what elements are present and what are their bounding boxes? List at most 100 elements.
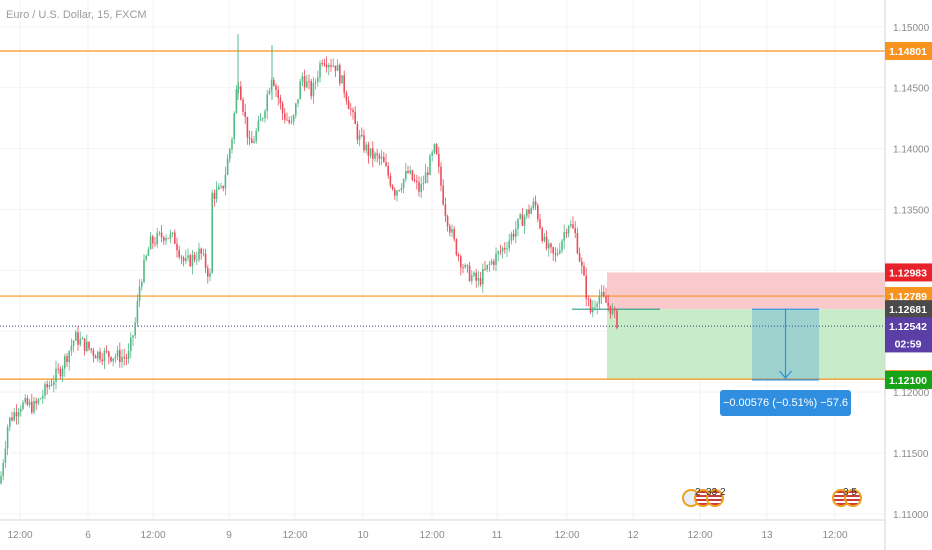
candle-body	[145, 255, 147, 260]
candle-body	[532, 201, 535, 209]
candle-body	[83, 338, 86, 352]
candle-body	[290, 121, 293, 123]
candle-body	[422, 183, 425, 185]
candle-body	[237, 86, 240, 90]
candlestick-series	[0, 34, 618, 485]
candle-body	[534, 201, 537, 206]
candle-body	[94, 355, 97, 359]
candle-body	[592, 307, 594, 313]
candle-body	[308, 81, 310, 83]
candle-body	[339, 64, 341, 84]
measure-arrow-icon	[779, 370, 792, 379]
candle-body	[24, 398, 26, 403]
x-tick-label: 9	[226, 530, 232, 541]
price-label: 1.12100	[889, 375, 927, 387]
event-count: 2	[695, 487, 701, 498]
candle-body	[455, 239, 458, 255]
symbol-title: Euro / U.S. Dollar, 15, FXCM	[6, 9, 147, 21]
candle-body	[528, 209, 530, 214]
candle-body	[488, 264, 491, 265]
candle-body	[105, 350, 108, 352]
candle-body	[427, 172, 429, 175]
candle-body	[578, 253, 581, 262]
candle-body	[486, 264, 488, 270]
candle-body	[176, 243, 178, 251]
candle-body	[493, 261, 495, 265]
x-tick-label: 12	[627, 530, 639, 541]
candle-body	[367, 144, 370, 156]
candle-body	[130, 337, 132, 352]
candle-body	[156, 232, 158, 245]
candle-body	[310, 81, 312, 97]
candle-body	[143, 259, 145, 283]
candle-body	[163, 237, 165, 241]
candle-body	[416, 180, 418, 183]
x-tick-label: 12:00	[554, 530, 579, 541]
candle-body	[341, 75, 343, 84]
candle-body	[119, 350, 121, 363]
candle-body	[614, 308, 616, 311]
price-label: 1.12542	[889, 321, 927, 333]
candle-body	[231, 139, 233, 149]
candle-body	[253, 141, 255, 143]
candle-body	[224, 174, 227, 189]
candle-body	[466, 265, 469, 266]
candle-body	[405, 171, 407, 179]
candle-body	[242, 99, 244, 112]
economic-events-group-2[interactable]: 3 5	[832, 487, 862, 507]
candle-body	[510, 233, 513, 241]
candle-body	[26, 398, 29, 405]
candle-body	[28, 401, 31, 405]
x-tick-label: 12:00	[687, 530, 712, 541]
y-tick-label: 1.14000	[893, 145, 930, 156]
candle-body	[356, 124, 359, 140]
price-label-bg	[885, 42, 932, 61]
candle-body	[189, 255, 191, 267]
candle-body	[460, 256, 462, 268]
horizontal-grid	[0, 26, 885, 515]
candle-body	[462, 267, 464, 269]
candle-body	[215, 189, 218, 199]
candle-body	[325, 64, 328, 68]
candle-body	[464, 265, 466, 268]
candle-body	[229, 148, 231, 159]
economic-events-group-1[interactable]: 2 33 2	[682, 487, 726, 507]
candle-body	[473, 272, 475, 276]
candle-body	[110, 356, 112, 362]
candle-body	[585, 275, 587, 299]
candle-body	[556, 253, 559, 255]
candle-body	[33, 400, 35, 413]
candle-body	[209, 272, 211, 277]
candle-body	[537, 205, 539, 220]
candle-body	[262, 118, 264, 120]
candle-body	[202, 253, 205, 255]
candle-body	[365, 144, 367, 151]
candle-body	[13, 412, 15, 421]
candle-body	[594, 306, 596, 308]
candle-body	[273, 80, 275, 86]
candle-body	[596, 303, 598, 307]
candle-body	[288, 119, 290, 123]
x-tick-label: 12:00	[822, 530, 847, 541]
candle-body	[57, 368, 59, 370]
candle-body	[576, 232, 579, 254]
candle-body	[387, 165, 389, 176]
candle-body	[132, 335, 134, 338]
candle-body	[363, 135, 365, 151]
candle-body	[603, 292, 605, 297]
candle-body	[22, 402, 24, 409]
candle-body	[17, 411, 20, 417]
candle-body	[490, 261, 493, 265]
y-tick-label: 1.14500	[893, 84, 930, 95]
candle-body	[279, 97, 282, 104]
candle-body	[2, 462, 4, 476]
candle-body	[475, 272, 477, 281]
candle-body	[55, 368, 57, 382]
candle-body	[468, 265, 471, 281]
candle-body	[268, 90, 271, 95]
candle-body	[154, 243, 156, 245]
candle-body	[46, 384, 48, 388]
candle-body	[583, 265, 585, 276]
candle-body	[125, 357, 128, 359]
